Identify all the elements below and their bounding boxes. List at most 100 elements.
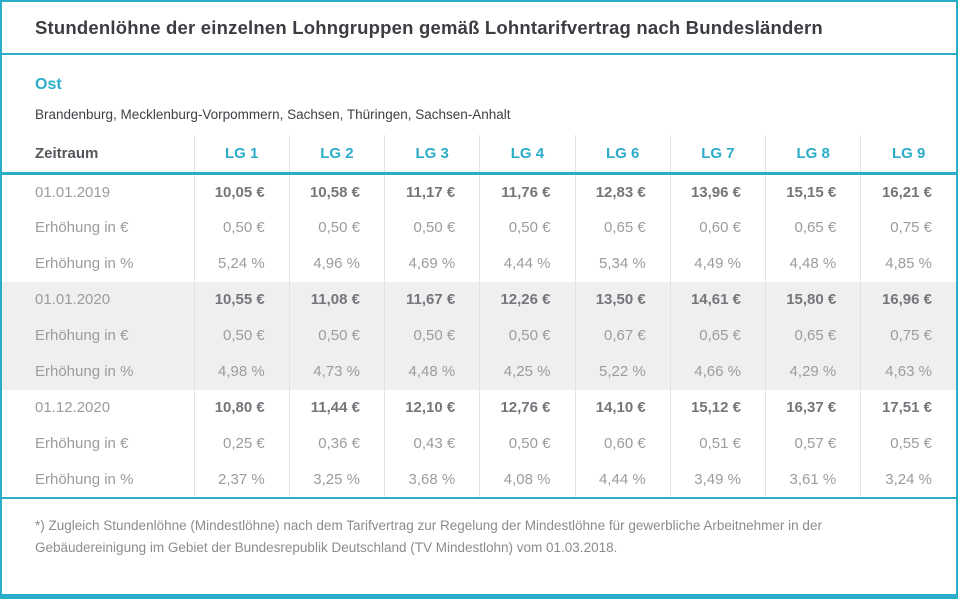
value-cell: 0,50 €	[383, 209, 480, 246]
value-cell: 11,76 €	[479, 173, 575, 210]
increase-pct-row-label: Erhöhung in %	[35, 470, 134, 488]
value-cell: 16,21 €	[860, 173, 956, 210]
increase-pct-row-label: Erhöhung in %	[35, 363, 134, 380]
value-cell: 12,76 €	[479, 389, 575, 426]
value-cell: 0,60 €	[574, 425, 671, 462]
value-cell: 10,55 €	[193, 281, 290, 318]
value-cell: 0,60 €	[669, 209, 766, 246]
wage-table-body: 01.01.2019 10,05 €10,58 €11,17 €11,76 €12…	[2, 173, 956, 498]
value-cell: 0,50 €	[288, 317, 385, 354]
value-cell: 3,68 %	[383, 461, 480, 498]
column-header-lg4: LG 4	[479, 135, 575, 174]
value-cell: 0,25 €	[193, 425, 290, 462]
column-header-lg9: LG 9	[860, 135, 956, 174]
value-cell: 11,17 €	[383, 173, 480, 210]
value-cell: 4,96 %	[288, 245, 385, 282]
value-cell: 4,49 %	[669, 245, 766, 282]
increase-pct-row: Erhöhung in % 2,37 % 3,25 % 3,68 % 4,08 % 4,4…	[2, 461, 956, 498]
value-cell: 15,15 €	[764, 173, 861, 210]
date-row-label: 01.01.2020	[35, 291, 111, 308]
value-cell: 2,37 %	[193, 461, 290, 498]
wage-table: Zeitraum LG 1 LG 2 LG 3 LG 4 LG 6 LG 7 L…	[2, 135, 956, 499]
value-cell: 0,75 €	[860, 209, 956, 246]
region-states: Brandenburg, Mecklenburg-Vorpommern, Sac…	[35, 107, 511, 122]
increase-pct-row: Erhöhung in % 4,98 % 4,73 % 4,48 % 4,25 % 5,2…	[2, 353, 956, 390]
column-header-lg3: LG 3	[383, 135, 480, 174]
increase-eur-row: Erhöhung in €0,50 €0,50 €0,50 €0,50 €0,6…	[2, 209, 956, 246]
value-cell: 4,44 %	[479, 245, 575, 282]
value-cell: 3,49 %	[669, 461, 766, 498]
value-cell: 0,75 €	[860, 317, 956, 354]
date-row: 01.01.2020 10,55 €11,08 €11,67 €12,26 €13…	[2, 281, 956, 318]
value-cell: 0,57 €	[764, 425, 861, 462]
value-cell: 0,50 €	[193, 209, 290, 246]
value-cell: 11,67 €	[383, 281, 480, 318]
value-cell: 5,22 %	[574, 353, 671, 390]
value-cell: 4,85 %	[860, 245, 956, 282]
value-cell: 0,36 €	[288, 425, 385, 462]
value-cell: 0,50 €	[479, 425, 575, 462]
value-cell: 13,96 €	[669, 173, 766, 210]
region-name: Ost	[35, 76, 62, 93]
value-cell: 0,65 €	[764, 209, 861, 246]
value-cell: 3,24 %	[860, 461, 956, 498]
value-cell: 4,73 %	[288, 353, 385, 390]
value-cell: 4,63 %	[860, 353, 956, 390]
increase-eur-row-label: Erhöhung in €	[35, 327, 129, 344]
column-header-zeitraum: Zeitraum	[35, 145, 99, 162]
column-header-lg7: LG 7	[669, 135, 766, 174]
value-cell: 4,44 %	[574, 461, 671, 498]
value-cell: 5,24 %	[193, 245, 290, 282]
value-cell: 4,29 %	[764, 353, 861, 390]
increase-eur-row-label: Erhöhung in €	[35, 435, 129, 452]
increase-eur-row: Erhöhung in € 0,25 €0,36 €0,43 €0,50 €0,6…	[2, 425, 956, 462]
value-cell: 14,61 €	[669, 281, 766, 318]
value-cell: 15,80 €	[764, 281, 861, 318]
increase-eur-row-label: Erhöhung in €	[35, 219, 129, 236]
increase-eur-row: Erhöhung in €0,50 €0,50 €0,50 €0,50 €0,6…	[2, 317, 956, 354]
value-cell: 4,08 %	[479, 461, 575, 498]
value-cell: 0,50 €	[383, 317, 480, 354]
value-cell: 0,55 €	[860, 425, 956, 462]
value-cell: 0,43 €	[383, 425, 480, 462]
value-cell: 4,48 %	[383, 353, 480, 390]
value-cell: 10,80 €	[193, 389, 290, 426]
increase-pct-row-label: Erhöhung in %	[35, 255, 134, 272]
value-cell: 0,50 €	[193, 317, 290, 354]
column-header-lg1: LG 1	[193, 135, 290, 174]
value-cell: 0,65 €	[764, 317, 861, 354]
value-cell: 0,50 €	[479, 317, 575, 354]
column-header-lg8: LG 8	[764, 135, 861, 174]
value-cell: 0,51 €	[669, 425, 766, 462]
value-cell: 0,65 €	[574, 209, 671, 246]
value-cell: 4,69 %	[383, 245, 480, 282]
value-cell: 15,12 €	[669, 389, 766, 426]
column-header-lg6: LG 6	[574, 135, 671, 174]
value-cell: 16,96 €	[860, 281, 956, 318]
value-cell: 0,50 €	[479, 209, 575, 246]
date-row: 01.01.2019 10,05 €10,58 €11,17 €11,76 €12…	[2, 173, 956, 210]
value-cell: 17,51 €	[860, 389, 956, 426]
header-row: Zeitraum LG 1 LG 2 LG 3 LG 4 LG 6 LG 7 L…	[2, 135, 956, 174]
value-cell: 14,10 €	[574, 389, 671, 426]
date-row-label: 01.01.2019	[35, 183, 111, 201]
value-cell: 13,50 €	[574, 281, 671, 318]
footnote-area: *) Zugleich Stundenlöhne (Mindestlöhne) …	[2, 499, 956, 595]
value-cell: 0,67 €	[574, 317, 671, 354]
value-cell: 4,66 %	[669, 353, 766, 390]
value-cell: 3,25 %	[288, 461, 385, 498]
value-cell: 4,98 %	[193, 353, 290, 390]
value-cell: 10,05 €	[193, 173, 290, 210]
increase-pct-row: Erhöhung in % 5,24 % 4,96 % 4,69 % 4,44 % 5,3…	[2, 245, 956, 282]
column-header-lg2: LG 2	[288, 135, 385, 174]
value-cell: 10,58 €	[288, 173, 385, 210]
value-cell: 4,48 %	[764, 245, 861, 282]
wage-table-header: Zeitraum LG 1 LG 2 LG 3 LG 4 LG 6 LG 7 L…	[2, 135, 956, 174]
date-row-label: 01.12.2020	[35, 399, 111, 416]
value-cell: 12,83 €	[574, 173, 671, 210]
value-cell: 3,61 %	[764, 461, 861, 498]
value-cell: 0,65 €	[669, 317, 766, 354]
title-bar: Stundenlöhne der einzelnen Lohngruppen g…	[2, 2, 956, 55]
value-cell: 5,34 %	[574, 245, 671, 282]
